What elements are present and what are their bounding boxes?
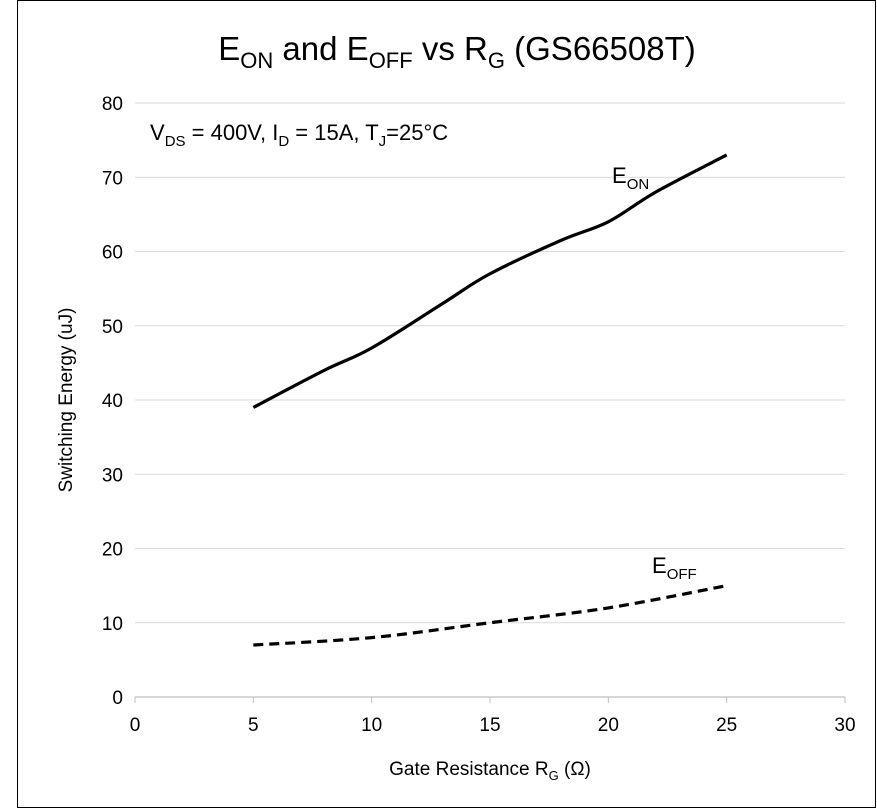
y-tick-label: 40	[102, 391, 123, 412]
x-tick-labels: 0 5 10 15 20 25 30	[130, 715, 856, 736]
chart-title: EON and EOFF vs RG (GS66508T)	[218, 30, 695, 73]
y-tick-label: 0	[112, 688, 123, 709]
y-tick-label: 30	[102, 465, 123, 486]
y-tick-labels: 0 10 20 30 40 50 60 70 80	[102, 94, 123, 709]
y-tick-label: 20	[102, 540, 123, 561]
y-tick-label: 50	[102, 317, 123, 338]
y-tick-label: 70	[102, 168, 123, 189]
series-line-eon	[252, 153, 728, 409]
series-lines	[252, 153, 728, 647]
condition-annotation: VDS = 400V, ID = 15A, TJ=25°C	[150, 120, 448, 150]
x-tick-label: 20	[598, 715, 619, 736]
x-tick-label: 15	[479, 715, 500, 736]
x-tick-label: 10	[361, 715, 382, 736]
y-tick-label: 80	[102, 94, 123, 115]
x-tick-label: 30	[834, 715, 855, 736]
y-tick-label: 60	[102, 243, 123, 264]
x-axis-title: Gate Resistance RG (Ω)	[389, 759, 591, 783]
axes	[134, 696, 846, 703]
x-tick-label: 5	[248, 715, 259, 736]
x-tick-label: 0	[130, 715, 141, 736]
series-line-eoff	[253, 584, 727, 647]
chart-frame	[17, 0, 876, 808]
y-axis-title: Switching Energy (uJ)	[56, 308, 77, 493]
y-tick-label: 10	[102, 614, 123, 635]
series-label-eoff: EOFF	[652, 553, 697, 583]
grid	[135, 102, 845, 624]
x-tick-label: 25	[716, 715, 737, 736]
series-label-eon: EON	[612, 163, 649, 193]
